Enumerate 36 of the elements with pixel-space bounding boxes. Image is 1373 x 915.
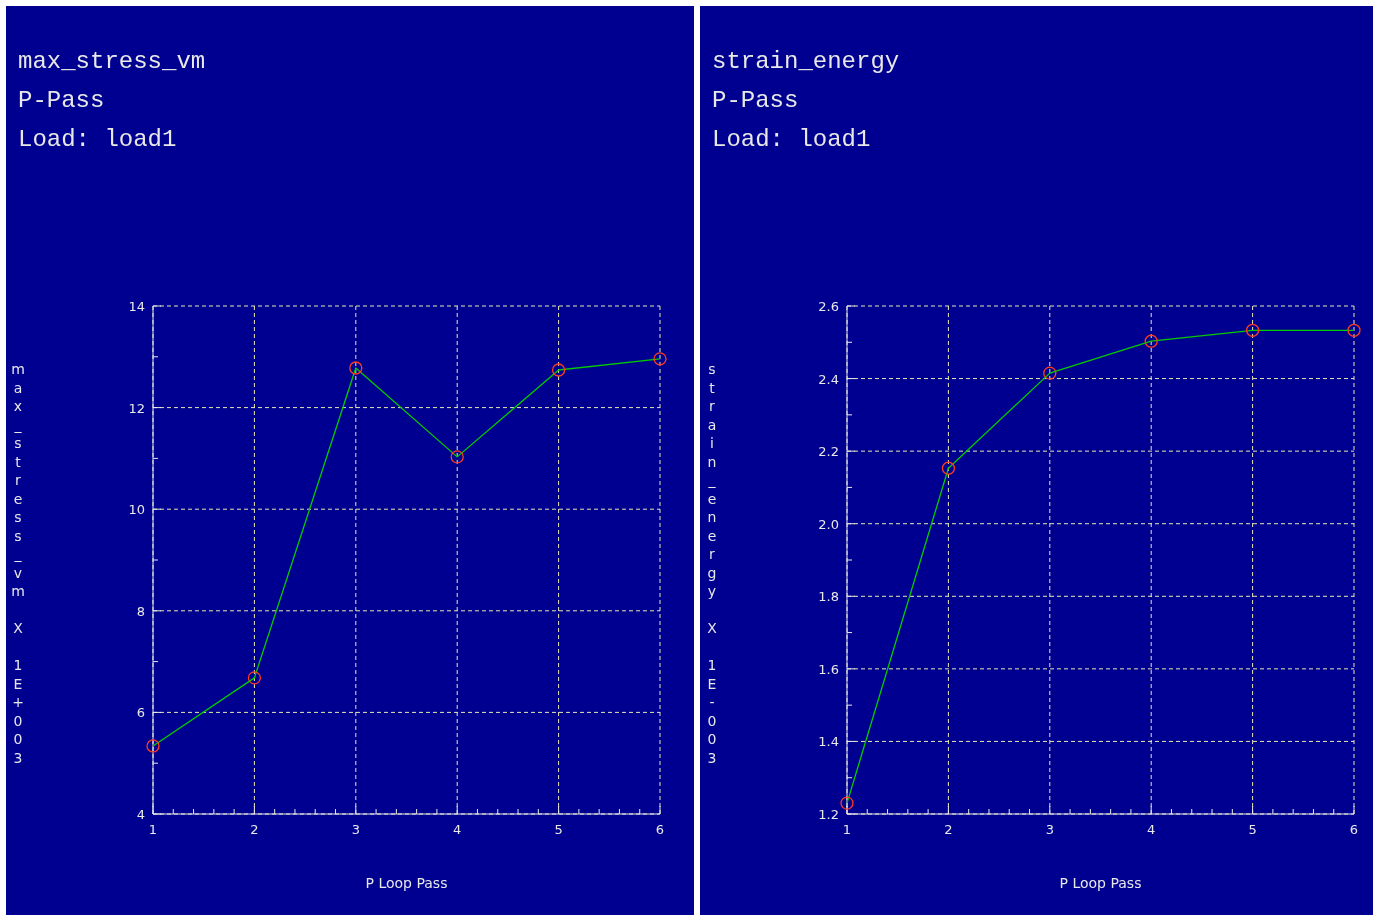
y-tick-label: 14 — [128, 299, 145, 314]
y-tick-label: 1.2 — [818, 807, 839, 822]
x-tick-label: 5 — [554, 822, 563, 837]
x-tick-label: 3 — [1045, 822, 1054, 837]
y-tick-label: 1.8 — [818, 589, 839, 605]
text: Load: load1 — [712, 126, 871, 153]
y-tick-label: 4 — [136, 807, 145, 822]
x-tick-label: 6 — [1349, 822, 1359, 837]
x-tick-label: 2 — [944, 822, 953, 837]
x-axis-title: P Loop Pass — [1059, 875, 1142, 891]
x-tick-label: 2 — [250, 822, 259, 837]
text: Load: load1 — [18, 126, 177, 153]
y-tick-label: 2.4 — [818, 371, 839, 387]
y-tick-label: 1.6 — [818, 661, 839, 677]
y-tick-label: 6 — [136, 705, 145, 721]
x-tick-label: 5 — [1248, 822, 1257, 837]
y-tick-label: 2.0 — [818, 516, 839, 532]
chart-subtitle: P-Pass — [18, 87, 105, 114]
x-tick-label: 1 — [842, 822, 852, 837]
x-tick-label: 6 — [655, 822, 665, 837]
x-tick-label: 3 — [351, 822, 360, 837]
text: max_stress_vm X 1E+003 — [11, 361, 25, 766]
y-tick-label: 12 — [128, 400, 145, 416]
x-tick-label: 4 — [453, 822, 462, 837]
y-tick-label: 1.4 — [818, 734, 839, 750]
y-tick-label: 10 — [128, 502, 145, 518]
chart-title: max_stress_vm — [18, 48, 206, 75]
text: strain_energy X 1E-003 — [707, 361, 717, 766]
chart-subtitle: P-Pass — [712, 87, 799, 114]
chart-title: strain_energy — [712, 48, 900, 75]
x-tick-label: 1 — [148, 822, 158, 837]
x-tick-label: 4 — [1147, 822, 1156, 837]
y-tick-label: 2.6 — [818, 299, 839, 314]
y-tick-label: 8 — [136, 603, 145, 619]
x-axis-title: P Loop Pass — [365, 875, 448, 891]
y-tick-label: 2.2 — [818, 444, 839, 460]
